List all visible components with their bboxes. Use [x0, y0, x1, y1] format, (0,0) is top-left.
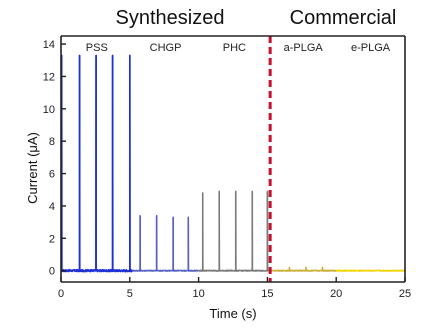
series-line-phc [198, 190, 271, 272]
x-tick-label-0: 0 [58, 288, 64, 300]
series-label-a-plga: a-PLGA [284, 42, 324, 54]
x-tick-label-5: 5 [127, 288, 133, 300]
y-tick-label-0: 0 [49, 266, 55, 278]
series-label-phc: PHC [223, 42, 246, 54]
header-synthesized: Synthesized [116, 7, 225, 29]
series-line-a-plga [269, 266, 337, 272]
x-tick-label-25: 25 [399, 288, 411, 300]
y-tick-label-14: 14 [43, 39, 55, 51]
x-axis-title: Time (s) [209, 306, 256, 321]
x-tick-label-20: 20 [330, 288, 342, 300]
x-tick-label-10: 10 [192, 288, 204, 300]
x-tick-label-15: 15 [261, 288, 273, 300]
y-tick-label-10: 10 [43, 104, 55, 116]
y-axis-title: Current (μA) [25, 132, 40, 204]
series-line-e-plga [335, 269, 406, 272]
plot-area: PSS CHGP PHC a-PLGA e-PLGA 0 5 10 15 20 25 0 2 4 6 8 10 1… [43, 35, 411, 300]
series-label-pss: PSS [86, 42, 108, 54]
y-tick-label-8: 8 [49, 136, 55, 148]
header-commercial: Commercial [290, 7, 397, 29]
y-tick-label-6: 6 [49, 169, 55, 181]
y-tick-label-2: 2 [49, 233, 55, 245]
series-label-e-plga: e-PLGA [351, 42, 391, 54]
y-tick-label-12: 12 [43, 71, 55, 83]
y-tick-label-4: 4 [49, 201, 55, 213]
series-label-chgp: CHGP [150, 42, 182, 54]
